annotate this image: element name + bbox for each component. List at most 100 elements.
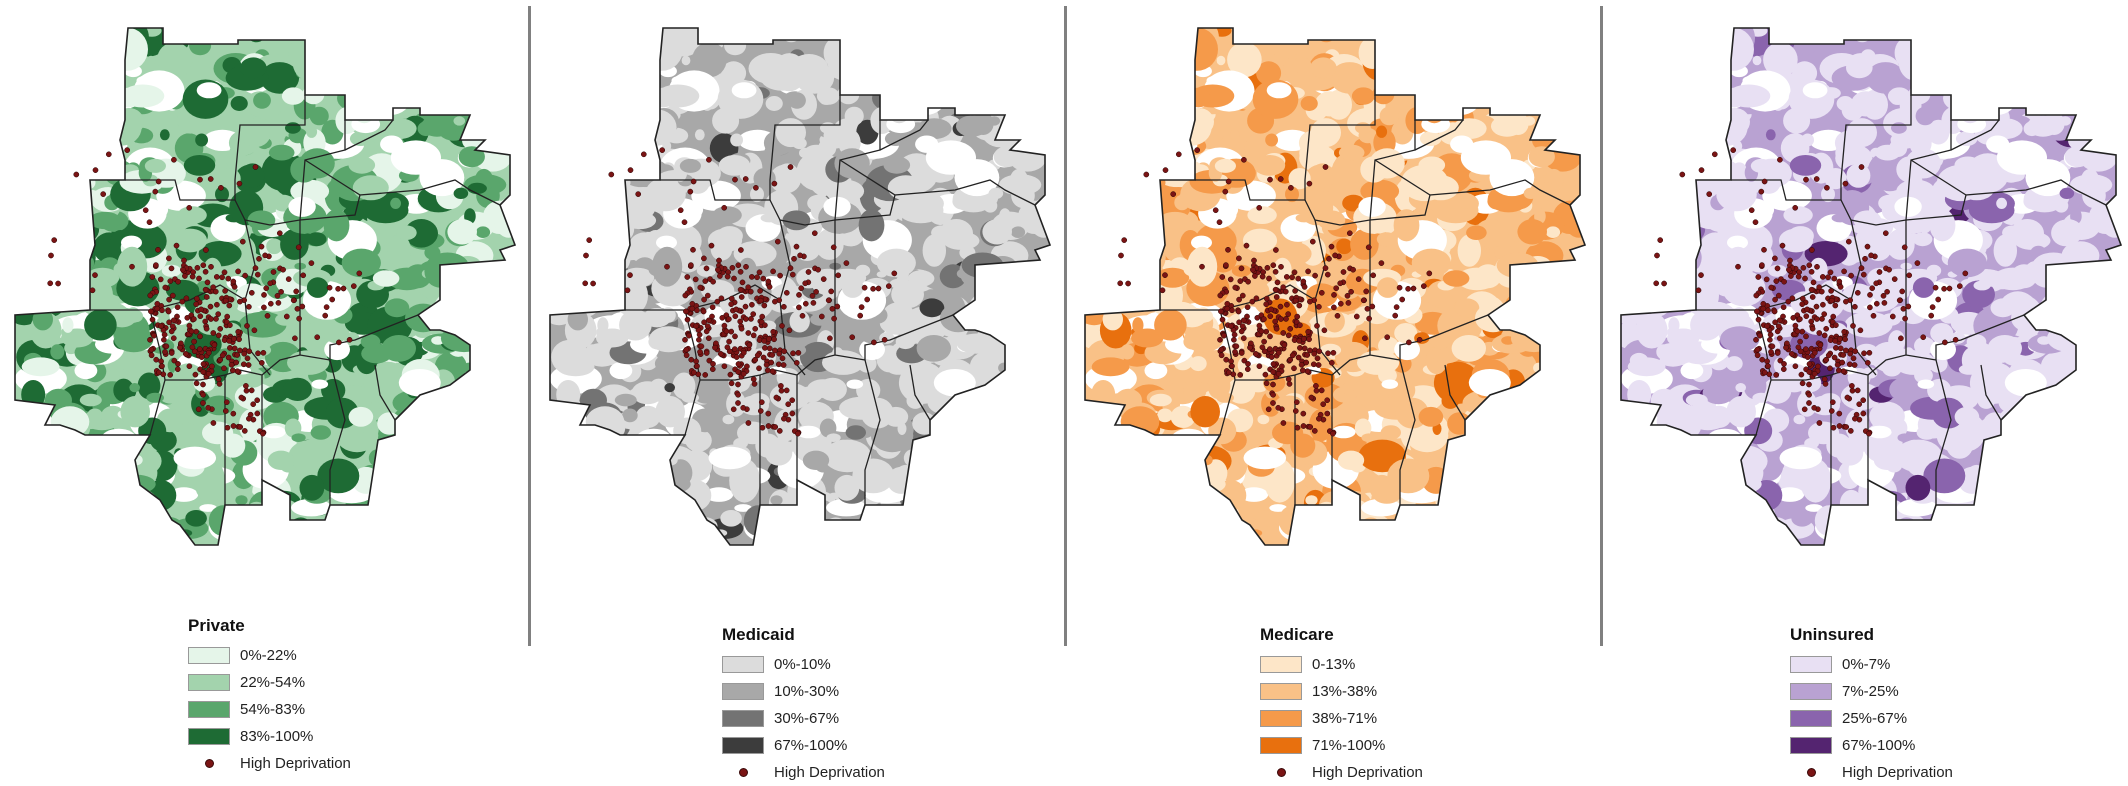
census-tract [1790,155,1821,176]
census-tract [1460,461,1489,476]
census-tract [1296,519,1342,557]
census-tract [991,73,1016,107]
high-deprivation-point [816,267,821,272]
census-tract [1079,513,1105,545]
census-tract [2009,91,2026,105]
census-tract [1106,280,1119,290]
census-tract [1655,51,1700,74]
census-tract [90,95,107,117]
census-tract [60,123,73,139]
high-deprivation-point [231,411,236,416]
high-deprivation-point [1304,360,1309,365]
census-tract [984,40,1001,56]
census-tract [62,190,87,224]
census-tract [775,163,799,187]
census-tract [2095,395,2124,427]
high-deprivation-point [688,263,693,268]
high-deprivation-point [211,420,216,425]
census-tract [1394,209,1420,241]
census-tract [1564,260,1578,271]
census-tract [1780,447,1823,470]
census-tract [1489,403,1508,428]
census-tract [1447,494,1471,509]
census-tract [603,48,633,71]
high-deprivation-point [1229,308,1234,313]
census-tract [1826,434,1851,458]
high-deprivation-point [1232,349,1237,354]
census-tract [932,474,946,482]
high-deprivation-point [149,353,154,358]
census-tract [1119,158,1145,181]
high-deprivation-point [1287,381,1292,386]
high-deprivation-point [1902,245,1907,250]
census-tract [414,36,457,72]
census-tract [549,507,565,526]
high-deprivation-point [1264,329,1269,334]
high-deprivation-point [1406,340,1411,345]
high-deprivation-point [159,308,164,313]
high-deprivation-point [1885,289,1890,294]
census-tract [396,225,417,240]
census-tract [1529,146,1555,167]
high-deprivation-point [1163,168,1168,173]
census-tract [1556,98,1570,114]
census-tract [625,124,636,135]
census-tract [1686,394,1708,407]
high-deprivation-point [294,289,299,294]
census-tract [340,28,382,53]
census-tract [446,280,474,303]
census-tract [613,190,637,206]
census-tract [1090,198,1109,209]
high-deprivation-point [664,264,669,269]
census-tract [842,232,862,246]
high-deprivation-point [1929,313,1934,318]
census-tract [1544,57,1575,76]
census-tract [485,479,505,492]
census-tract [724,36,746,55]
high-deprivation-point [690,301,695,306]
census-tract [1668,190,1693,224]
high-deprivation-point [1224,357,1229,362]
census-tract [579,32,612,49]
census-tract [1138,48,1168,71]
census-tract [1170,521,1201,555]
census-tract [1753,56,1762,65]
census-tract [102,97,111,108]
high-deprivation-point [242,428,247,433]
census-tract [1630,127,1665,147]
census-tract [1199,383,1210,392]
census-tract [1626,198,1645,209]
census-tract [1686,14,1730,49]
census-tract [632,470,663,491]
census-tract [1362,433,1376,442]
high-deprivation-point [1239,350,1244,355]
high-deprivation-point [147,337,152,342]
census-tract [2006,475,2045,507]
high-deprivation-point [746,330,751,335]
census-tract [62,31,81,46]
census-tract [1991,31,2010,55]
census-tract [441,399,470,413]
high-deprivation-point [1393,313,1398,318]
high-deprivation-point [795,431,800,436]
census-tract [2101,136,2128,149]
census-tract [565,471,600,495]
census-tract [41,240,70,270]
census-tract [5,426,43,444]
census-tract [454,439,474,462]
census-tract [1502,507,1539,530]
high-deprivation-point [92,273,97,278]
census-tract [1091,139,1121,159]
census-tract [822,350,864,375]
census-tract [1533,514,1549,523]
census-tract [66,454,95,492]
census-tract [373,270,400,286]
census-tract [1139,481,1173,499]
census-tract [62,469,77,482]
high-deprivation-point [1803,334,1808,339]
high-deprivation-point [1278,304,1283,309]
census-tract [1490,70,1530,96]
census-tract [1505,511,1545,540]
census-tract [979,303,996,312]
high-deprivation-point [1760,357,1765,362]
